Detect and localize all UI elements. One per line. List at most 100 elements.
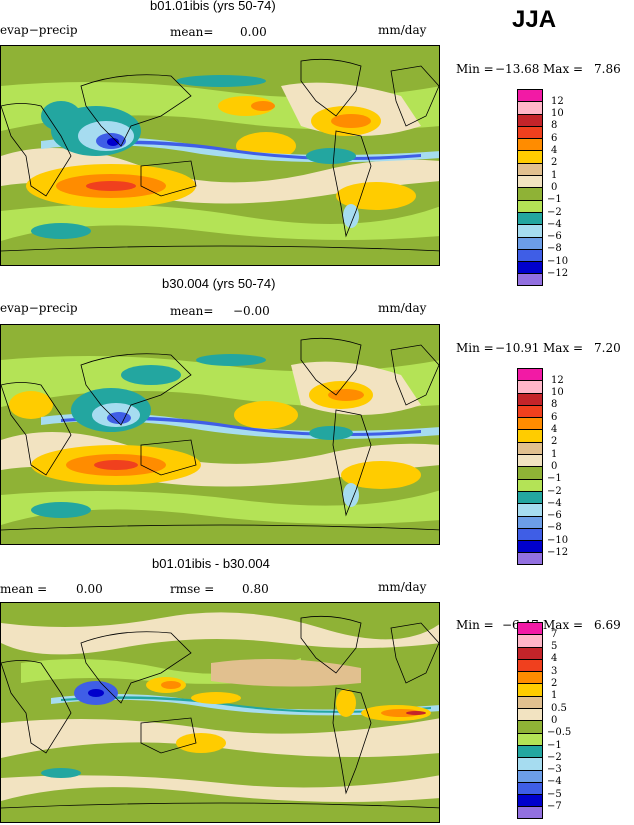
- legend-swatch: [517, 552, 543, 565]
- panel-1-legend: [517, 89, 543, 286]
- panel-1-title: b01.01ibis (yrs 50-74): [150, 0, 276, 13]
- legend-swatch: [517, 248, 543, 262]
- legend-swatch: [517, 503, 543, 516]
- legend-swatch: [517, 781, 543, 795]
- legend-swatch: [517, 368, 543, 381]
- legend-swatch: [517, 794, 543, 807]
- legend-label: −1: [547, 194, 562, 205]
- panel-3-title: b01.01ibis - b30.004: [152, 556, 270, 571]
- legend-swatch: [517, 199, 543, 212]
- legend-label: −8: [547, 243, 562, 254]
- legend-swatch: [517, 806, 543, 819]
- legend-swatch: [517, 695, 543, 709]
- legend-label: 4: [551, 653, 558, 664]
- legend-swatch: [517, 162, 543, 176]
- legend-swatch: [517, 113, 543, 126]
- panel-1-mean-label: mean=: [170, 25, 214, 39]
- legend-label: −2: [547, 207, 562, 218]
- legend-swatch: [517, 392, 543, 405]
- panel-2-variable-label: evap−precip: [0, 301, 78, 315]
- legend-label: 4: [551, 145, 558, 156]
- legend-swatch: [517, 454, 543, 467]
- legend-swatch: [517, 478, 543, 491]
- legend-swatch: [517, 175, 543, 188]
- legend-label: 6: [551, 412, 558, 423]
- legend-label: −0.5: [547, 727, 572, 738]
- panel-2-mean-label: mean=: [170, 304, 214, 318]
- legend-label: 10: [551, 108, 564, 119]
- legend-label: 1: [551, 690, 558, 701]
- legend-swatch: [517, 261, 543, 274]
- panel-3-rmse-label: rmse =: [170, 582, 215, 596]
- legend-swatch: [517, 125, 543, 139]
- panel-2-title: b30.004 (yrs 50-74): [162, 276, 276, 291]
- legend-swatch: [517, 101, 543, 114]
- panel-3-mean-label: mean =: [0, 582, 48, 596]
- legend-label: −10: [547, 535, 569, 546]
- legend-label: −2: [547, 486, 562, 497]
- panel-3-legend: [517, 622, 543, 819]
- legend-label: 10: [551, 387, 564, 398]
- legend-swatch: [517, 224, 543, 237]
- legend-label: −5: [547, 789, 562, 800]
- legend-label: −6: [547, 510, 562, 521]
- legend-swatch: [517, 236, 543, 249]
- legend-swatch: [517, 429, 543, 442]
- panel-2-min-label: Min =: [456, 341, 494, 355]
- legend-label: 8: [551, 120, 558, 131]
- panel-2-legend: [517, 368, 543, 565]
- legend-swatch: [517, 273, 543, 286]
- legend-label: 0.5: [551, 703, 567, 714]
- legend-label: 8: [551, 399, 558, 410]
- legend-label: −7: [547, 801, 562, 812]
- legend-label: 1: [551, 170, 558, 181]
- panel-3-map-svg: [1, 603, 439, 822]
- panel-2-min-value: −10.91: [495, 341, 540, 355]
- legend-swatch: [517, 683, 543, 696]
- legend-label: 3: [551, 666, 558, 677]
- panel-1-mean-value: 0.00: [240, 25, 267, 39]
- legend-swatch: [517, 671, 543, 684]
- panel-1-max-label: Max =: [543, 62, 584, 76]
- legend-label: −6: [547, 231, 562, 242]
- legend-swatch: [517, 417, 543, 430]
- panel-3-min-label: Min =: [456, 618, 494, 632]
- legend-swatch: [517, 720, 543, 733]
- panel-3-max-label: Max =: [543, 618, 584, 632]
- legend-label: 6: [551, 133, 558, 144]
- panel-3-max-value: 6.69: [594, 618, 621, 632]
- legend-label: −1: [547, 740, 562, 751]
- legend-label: −4: [547, 498, 562, 509]
- legend-swatch: [517, 380, 543, 393]
- legend-swatch: [517, 769, 543, 782]
- legend-swatch: [517, 490, 543, 504]
- panel-1-max-value: 7.86: [594, 62, 621, 76]
- legend-swatch: [517, 527, 543, 541]
- legend-swatch: [517, 150, 543, 163]
- legend-label: 0: [551, 182, 558, 193]
- panel-2-units: mm/day: [378, 301, 427, 315]
- panel-3-mean-value: 0.00: [76, 582, 103, 596]
- legend-swatch: [517, 658, 543, 672]
- panel-1-map-svg: [1, 46, 439, 265]
- legend-swatch: [517, 622, 543, 635]
- legend-label: −12: [547, 547, 569, 558]
- panel-1-units: mm/day: [378, 23, 427, 37]
- legend-label: 4: [551, 424, 558, 435]
- legend-swatch: [517, 515, 543, 528]
- legend-swatch: [517, 540, 543, 553]
- legend-swatch: [517, 441, 543, 455]
- panel-3-rmse-value: 0.80: [242, 582, 269, 596]
- legend-swatch: [517, 708, 543, 721]
- legend-label: 1: [551, 449, 558, 460]
- panel-3-units: mm/day: [378, 580, 427, 594]
- panel-2-max-value: 7.20: [594, 341, 621, 355]
- panel-2-mean-value: −0.00: [233, 304, 270, 318]
- legend-label: −3: [547, 764, 562, 775]
- panel-1-map: [0, 45, 440, 266]
- legend-label: −4: [547, 776, 562, 787]
- legend-label: −4: [547, 219, 562, 230]
- legend-swatch: [517, 732, 543, 745]
- legend-label: −8: [547, 522, 562, 533]
- panel-2-max-label: Max =: [543, 341, 584, 355]
